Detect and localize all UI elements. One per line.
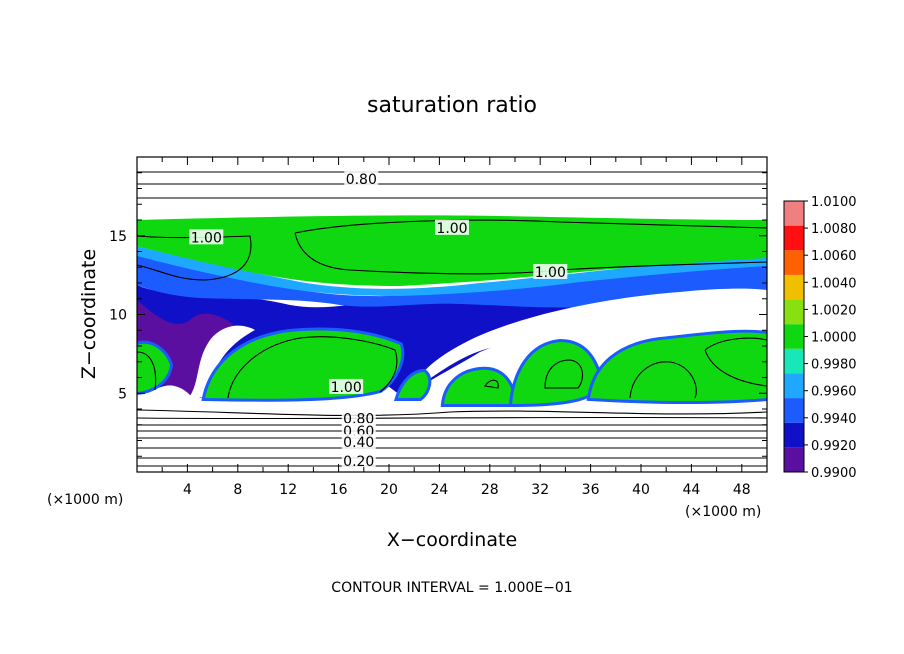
x-axis-ticks: 4 8 12 16 20 24 28 32 36 40 44 48 [136,157,768,498]
colorbar-swatch-6 [784,299,804,325]
contour-interval-note: CONTOUR INTERVAL = 1.000E−01 [331,580,572,596]
field-blob-2 [398,372,429,398]
colorbar-swatch-5 [784,324,804,349]
contour-label-3: 1.00 [535,265,566,281]
contour-label-bg-5 [341,410,376,426]
field-white-gap [404,288,767,398]
x-unit-right: (×1000 m) [685,504,761,520]
contour-label-bg-8 [341,452,376,468]
colorbar-swatch-0 [784,447,804,472]
contour-label-8: 0.20 [343,454,374,470]
contour-line-6 [227,336,398,399]
field-blob-left [137,343,170,392]
field-cyan [137,246,767,296]
colorbar-label-2: 0.9940 [811,412,857,427]
contour-label-0: 0.80 [346,172,377,188]
contour-line-10 [704,337,767,351]
x-tick-label-40: 40 [632,482,650,498]
contour-label-7: 0.40 [343,435,374,451]
contour-label-4: 1.00 [331,380,362,396]
x-tick-label-44: 44 [682,482,700,498]
field-white-notch [190,325,255,398]
colorbar-label-10: 1.0100 [811,195,857,210]
field-blob-5 [590,332,767,401]
x-tick-label-20: 20 [380,482,398,498]
colorbar: 0.9900 0.9920 0.9940 0.9960 0.9980 1.0000 1.00… [783,195,857,481]
contour-line-7 [137,351,157,391]
x-tick-label-48: 48 [733,482,751,498]
x-tick-label-32: 32 [531,482,549,498]
colorbar-swatch-2 [784,398,804,423]
colorbar-swatch-9 [784,225,804,251]
colorbar-swatch-8 [784,250,804,275]
contour-labels: 0.801.001.001.001.000.800.600.400.20 [189,171,568,470]
x-tick-label-36: 36 [582,482,600,498]
x-tick-label-16: 16 [330,482,348,498]
colorbar-label-9: 1.0080 [811,222,857,237]
colorbar-label-4: 0.9980 [811,358,857,373]
contour-line-12 [484,379,499,389]
colorbar-label-5: 1.0000 [811,331,857,346]
x-tick-label-8: 8 [233,482,242,498]
contour-line-4 [294,219,767,234]
x-axis-title: X−coordinate [387,529,517,551]
colorbar-swatch-3 [784,373,804,399]
field-blue [137,252,767,308]
contour-label-bg-4 [329,378,364,394]
contour-line-13 [137,409,767,417]
field-blob-3 [444,369,515,404]
contour-lines [137,171,767,467]
contour-label-bg-0 [344,171,379,187]
field-green-upper [137,215,767,286]
y-axis-title: Z−coordinate [78,249,100,379]
colorbar-label-7: 1.0040 [811,276,857,291]
y-tick-label-5: 5 [118,386,127,402]
y-tick-label-10: 10 [109,308,127,324]
contour-label-2: 1.00 [436,221,467,237]
colorbar-label-6: 1.0020 [811,303,857,318]
contour-line-11 [704,349,767,387]
contour-line-3 [137,235,252,281]
colorbar-label-1: 0.9920 [811,439,857,454]
contour-label-bg-3 [533,263,568,279]
contour-label-bg-2 [435,219,469,235]
contour-label-bg-1 [189,229,224,245]
contour-line-9 [629,361,697,399]
y-axis-ticks: 5 10 15 [109,172,767,457]
colorbar-label-0: 0.9900 [811,466,857,481]
x-tick-label-24: 24 [430,482,448,498]
colorbar-swatch-10 [784,201,804,226]
x-unit-left: (×1000 m) [47,492,123,508]
colorbar-swatch-1 [784,422,804,448]
x-tick-label-12: 12 [279,482,297,498]
colorbar-swatch-4 [784,348,804,374]
saturation-field [137,215,767,408]
chart-title: saturation ratio [367,93,537,118]
colorbar-swatch-7 [784,274,804,300]
colorbar-label-3: 0.9960 [811,385,857,400]
contour-line-14 [137,416,767,420]
x-tick-label-4: 4 [183,482,192,498]
contour-label-1: 1.00 [191,230,222,246]
contour-label-bg-7 [341,434,376,450]
x-tick-label-28: 28 [481,482,499,498]
contour-line-8 [544,359,584,389]
y-tick-label-15: 15 [109,229,127,245]
contour-line-5 [294,232,767,275]
colorbar-label-8: 1.0060 [811,249,857,264]
